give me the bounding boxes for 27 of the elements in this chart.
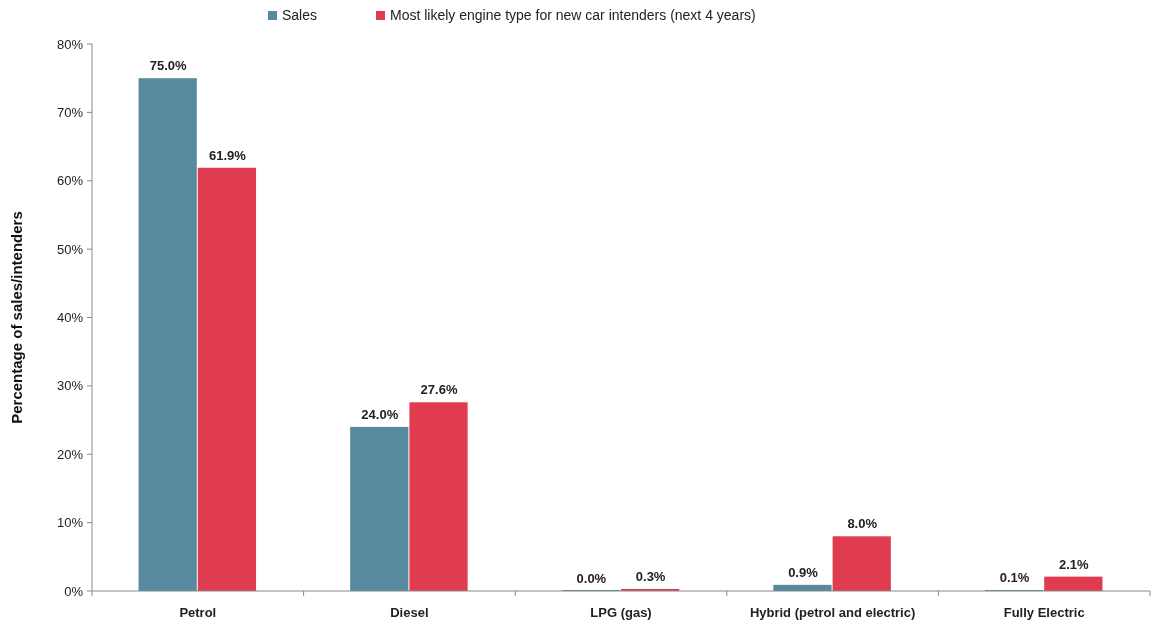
x-tick-label: Diesel (390, 605, 429, 620)
data-label: 61.9% (208, 147, 247, 163)
data-label: 75.0% (149, 58, 188, 74)
data-label: 27.6% (420, 382, 458, 398)
data-label: 0.9% (788, 564, 819, 580)
y-tick-label: 40% (56, 310, 84, 326)
data-label: 24.0% (361, 406, 399, 422)
x-tick-label: Fully Electric (1003, 605, 1085, 620)
y-tick-label: 80% (56, 36, 84, 52)
legend-label: Sales (282, 7, 318, 23)
y-tick-label: 30% (56, 378, 84, 394)
y-tick-label: 10% (56, 515, 84, 531)
x-tick-label: Hybrid (petrol and electric) (749, 605, 916, 620)
x-tick-label: Petrol (179, 605, 217, 620)
y-tick-label: 60% (56, 173, 84, 189)
y-tick-label: 0% (64, 583, 84, 599)
data-label: 8.0% (847, 516, 878, 532)
data-label: 0.1% (999, 570, 1030, 586)
legend-label: Most likely engine type for new car intenders (next 4 years) (390, 7, 756, 23)
y-tick-label: 20% (56, 446, 84, 462)
data-label: 0.0% (576, 571, 607, 586)
data-label: 0.3% (635, 568, 666, 584)
y-tick-label: 70% (56, 104, 84, 120)
x-tick-label: LPG (gas) (590, 605, 652, 620)
y-axis-title: Percentage of sales/intenders (8, 211, 25, 424)
data-label: 2.1% (1059, 556, 1090, 572)
y-tick-label: 50% (56, 241, 84, 257)
